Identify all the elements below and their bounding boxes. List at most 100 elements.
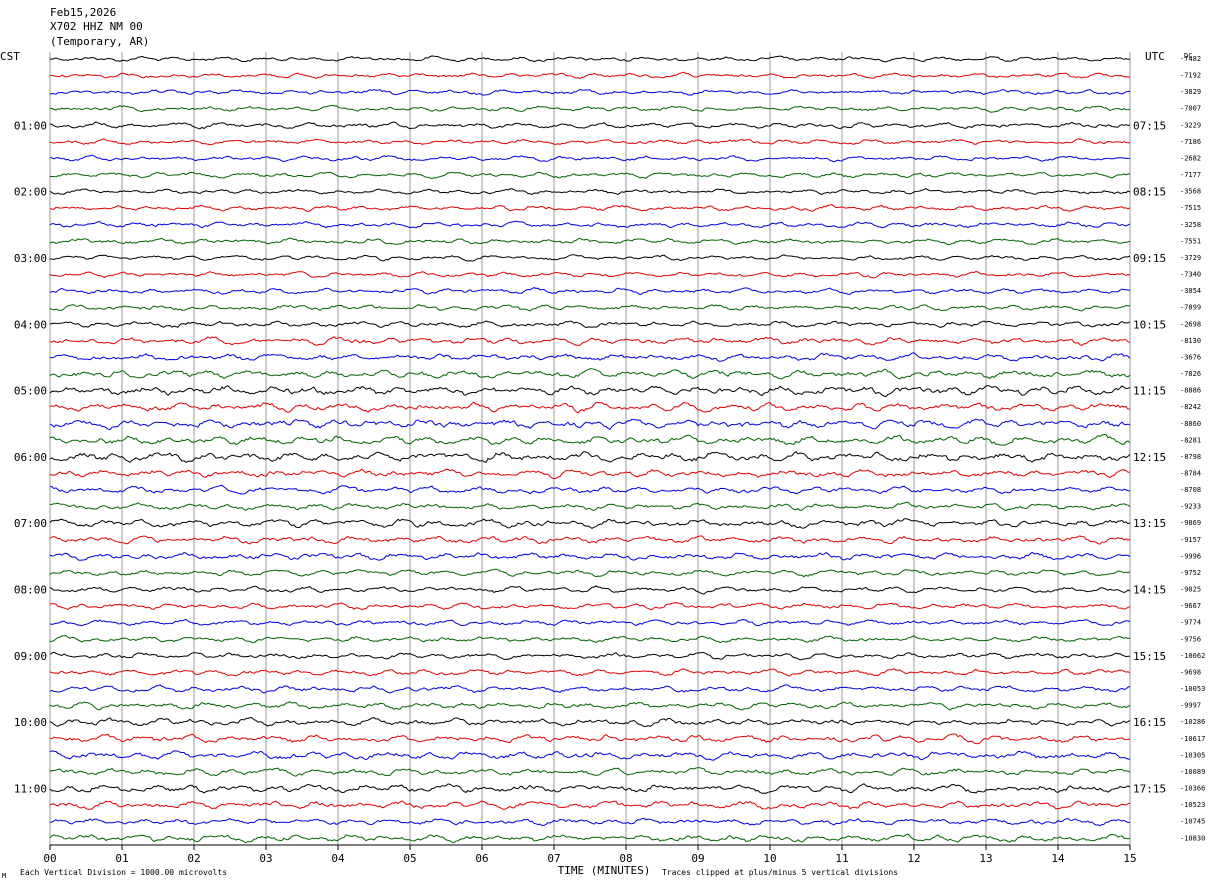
dc-offset-label: -7192 [1180,72,1201,80]
x-tick-label: 03 [259,852,272,865]
dc-offset-label: -10523 [1180,801,1205,809]
dc-offset-label: -9869 [1180,519,1201,527]
dc-offset-label: -2698 [1180,320,1201,328]
dc-offset-label: -10062 [1180,652,1205,660]
trace-row-3 [49,104,1131,113]
dc-label: DC [1184,52,1192,60]
dc-offset-label: -7186 [1180,138,1201,146]
right-zone-label: UTC [1145,50,1165,63]
dc-offset-label: -10053 [1180,685,1205,693]
left-hour-label: 02:00 [14,186,47,199]
dc-offset-label: -7007 [1180,105,1201,113]
dc-offset-label: -8860 [1180,420,1201,428]
dc-offset-label: -7551 [1180,237,1201,245]
trace-row-35 [49,634,1131,644]
x-axis-ticks: 00 01 02 03 04 05 06 07 08 09 10 11 12 13 14 15 [43,845,1137,865]
dc-offset-labels: -7482 -7192 -3829 -7007 -3229 -7186 -2682 -7177… [1180,55,1205,842]
dc-offset-label: -8798 [1180,453,1201,461]
trace-row-4 [49,121,1131,130]
trace-row-41 [49,733,1131,745]
dc-offset-label: -9996 [1180,552,1201,560]
dc-offset-label: -9997 [1180,702,1201,710]
dc-offset-label: -10286 [1180,718,1205,726]
dc-offset-label: -10089 [1180,768,1205,776]
trace-row-8 [49,188,1131,195]
dc-offset-label: -9233 [1180,503,1201,511]
x-tick-label: 13 [979,852,992,865]
x-tick-label: 14 [1051,852,1065,865]
trace-row-10 [49,220,1131,229]
left-hour-label: 07:00 [14,517,47,530]
seismic-traces [49,55,1131,844]
trace-row-45 [49,800,1131,810]
trace-row-40 [49,717,1131,728]
trace-row-18 [49,352,1131,362]
right-hour-label: 17:15 [1133,783,1166,796]
x-tick-label: 08 [619,852,632,865]
trace-row-17 [49,336,1131,346]
scale-note: Each Vertical Division = 1000.00 microvo… [20,868,227,877]
left-zone-label: CST [0,50,20,63]
dc-offset-label: -7177 [1180,171,1201,179]
dc-offset-label: -9774 [1180,619,1201,627]
trace-row-26 [50,484,1131,495]
dc-offset-label: -8886 [1180,387,1201,395]
trace-row-27 [49,501,1131,512]
left-hour-labels: 01:00 02:00 03:00 04:00 05:00 06:00 07:00 08:00… [14,119,47,795]
trace-row-28 [49,518,1131,529]
x-tick-label: 09 [691,852,704,865]
trace-row-21 [49,401,1131,414]
dc-offset-label: -10617 [1180,735,1205,743]
trace-row-42 [49,750,1130,761]
dc-offset-label: -3854 [1180,287,1201,295]
trace-row-37 [49,668,1131,677]
left-hour-label: 10:00 [14,716,47,729]
right-hour-label: 14:15 [1133,584,1166,597]
trace-row-36 [49,651,1130,661]
x-tick-label: 01 [115,852,128,865]
dc-offset-label: -7899 [1180,304,1201,312]
trace-row-11 [49,237,1131,246]
left-hour-label: 11:00 [14,783,47,796]
header-location: (Temporary, AR) [50,35,149,48]
trace-row-29 [49,535,1131,545]
trace-row-46 [49,817,1131,827]
x-tick-label: 12 [907,852,920,865]
right-hour-labels: 07:15 08:15 09:15 10:15 11:15 12:15 13:15 14:15… [1133,119,1166,795]
right-hour-label: 12:15 [1133,451,1166,464]
right-hour-label: 10:15 [1133,318,1166,331]
trace-row-5 [49,138,1131,146]
dc-offset-label: -3829 [1180,88,1201,96]
dc-offset-label: -3729 [1180,254,1201,262]
dc-offset-label: -3568 [1180,188,1201,196]
left-hour-label: 08:00 [14,584,47,597]
right-hour-label: 09:15 [1133,252,1166,265]
header-station: X702 HHZ NM 00 [50,20,143,33]
x-tick-label: 04 [331,852,345,865]
trace-row-20 [49,385,1131,398]
x-tick-label: 00 [43,852,56,865]
trace-row-13 [49,270,1131,279]
left-hour-label: 04:00 [14,318,47,331]
trace-row-30 [49,551,1131,561]
trace-row-14 [49,287,1131,296]
trace-row-19 [49,368,1131,380]
dc-offset-label: -10830 [1180,834,1205,842]
dc-offset-label: -10745 [1180,818,1205,826]
trace-row-38 [49,684,1131,694]
dc-offset-label: -8708 [1180,486,1201,494]
trace-row-1 [49,71,1131,79]
dc-offset-label: -7515 [1180,204,1201,212]
trace-row-44 [49,783,1131,794]
left-hour-label: 01:00 [14,119,47,132]
dc-offset-label: -10366 [1180,785,1205,793]
right-hour-label: 11:15 [1133,385,1166,398]
x-tick-label: 02 [187,852,200,865]
trace-row-23 [49,434,1131,446]
dc-offset-label: -3258 [1180,221,1201,229]
trace-row-12 [49,254,1131,262]
trace-row-7 [49,171,1131,180]
clip-note: Traces clipped at plus/minus 5 vertical … [662,868,898,877]
dc-offset-label: -9756 [1180,635,1201,643]
